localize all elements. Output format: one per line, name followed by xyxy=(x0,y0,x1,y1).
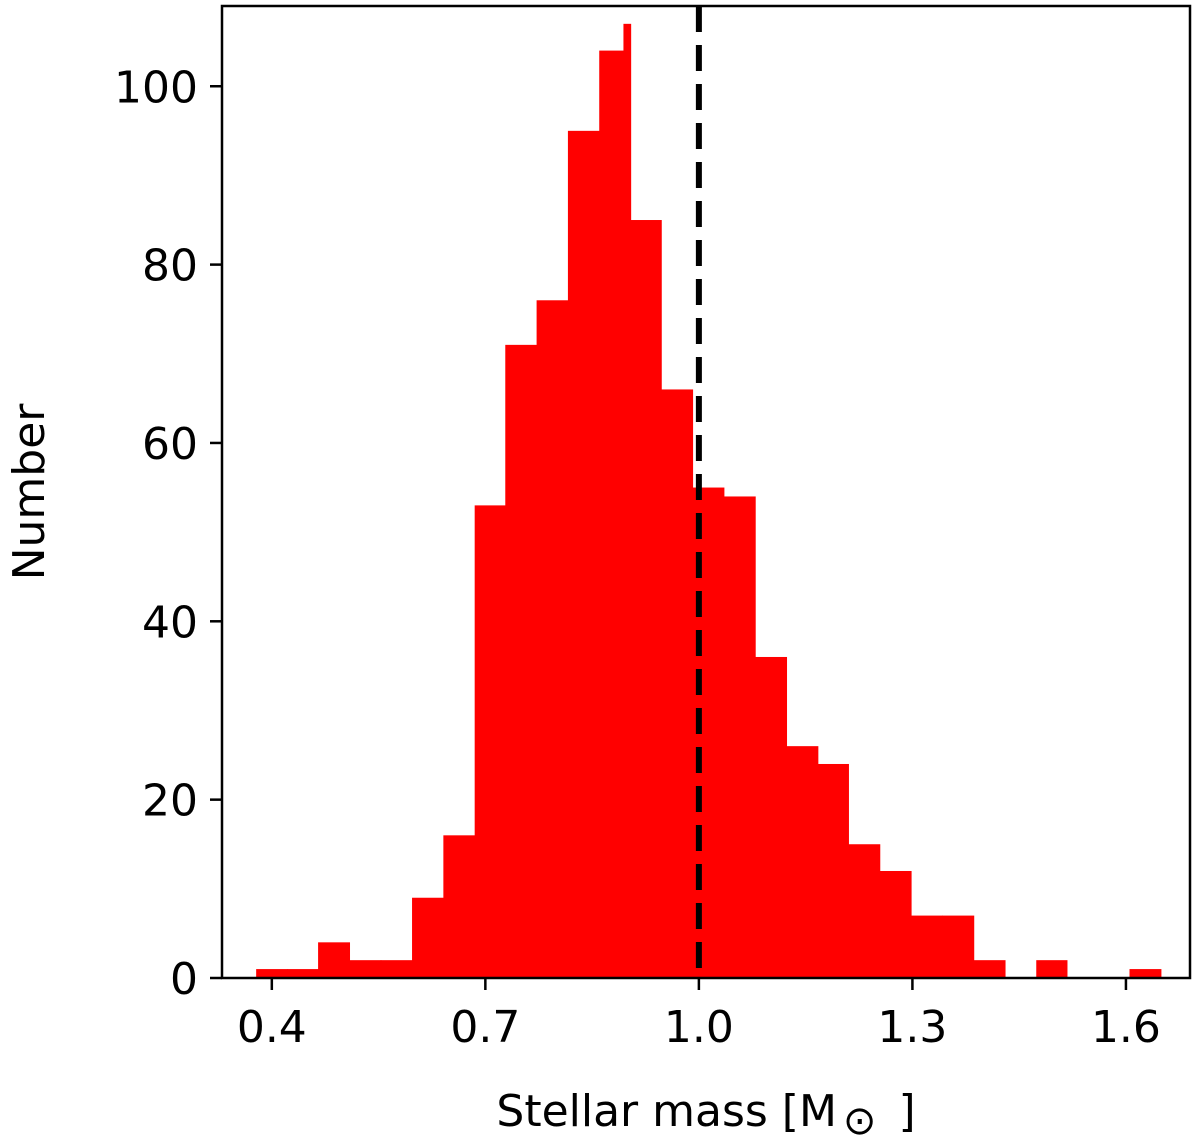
histogram-bar xyxy=(623,23,632,978)
histogram-bars xyxy=(256,23,1162,979)
histogram-bar xyxy=(942,915,975,978)
x-axis-ticks: 0.4 0.7 1.0 1.3 1.6 xyxy=(237,978,1161,1053)
histogram-bar xyxy=(412,897,444,978)
plot-area-frame xyxy=(220,4,1192,980)
y-axis-ticks: 0 20 40 60 80 100 xyxy=(114,62,222,1005)
histogram-bar xyxy=(443,835,476,978)
histogram-bar xyxy=(973,960,1006,978)
histogram-bar xyxy=(287,969,319,978)
histogram-bar xyxy=(910,915,943,978)
histogram-bar xyxy=(599,50,625,978)
x-axis-label: Stellar mass [M ⊙] xyxy=(496,1086,915,1144)
histogram-bar xyxy=(1129,969,1162,978)
y-tick-label: 80 xyxy=(142,241,198,292)
histogram-bar xyxy=(723,496,756,978)
y-axis-label: Number xyxy=(4,403,55,581)
y-tick-label: 60 xyxy=(142,419,198,470)
histogram-bar xyxy=(505,344,538,978)
histogram-bar xyxy=(848,844,881,978)
y-tick-label: 40 xyxy=(142,597,198,648)
histogram-bar xyxy=(786,746,819,978)
histogram-bar xyxy=(474,505,506,978)
histogram-bar xyxy=(256,969,289,978)
histogram-bar xyxy=(817,763,849,978)
histogram-bar xyxy=(1036,960,1068,978)
histogram-bar xyxy=(661,389,694,978)
histogram-bar xyxy=(755,656,788,978)
x-tick-label: 0.7 xyxy=(450,1002,520,1053)
histogram-bar xyxy=(879,870,912,978)
x-tick-label: 0.4 xyxy=(237,1002,307,1053)
y-tick-label: 20 xyxy=(142,776,198,827)
histogram-bar xyxy=(630,220,662,978)
histogram-bar xyxy=(349,960,382,978)
y-tick-label: 0 xyxy=(170,954,198,1005)
x-tick-label: 1.3 xyxy=(877,1002,947,1053)
x-tick-label: 1.6 xyxy=(1091,1002,1161,1053)
histogram-bar xyxy=(318,942,351,978)
histogram-bar xyxy=(536,300,569,978)
solar-symbol: ⊙ xyxy=(843,1098,877,1144)
y-tick-label: 100 xyxy=(114,62,198,113)
histogram-bar xyxy=(567,130,600,979)
x-tick-label: 1.0 xyxy=(664,1002,734,1053)
histogram-bar xyxy=(380,960,413,978)
